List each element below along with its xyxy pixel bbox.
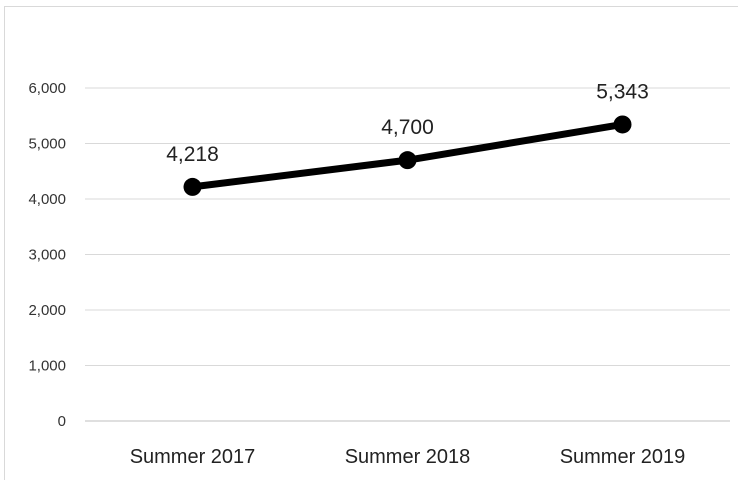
- x-category-label: Summer 2019: [560, 446, 686, 468]
- data-point: [398, 151, 417, 170]
- data-points: [183, 115, 632, 196]
- gridlines: [85, 87, 730, 422]
- y-tick-label: 3,000: [28, 247, 66, 264]
- data-label: 5,343: [596, 80, 649, 103]
- chart-frame: [4, 6, 738, 480]
- data-point: [613, 115, 632, 134]
- x-axis-category-labels: Summer 2017 Summer 2018 Summer 2019: [130, 446, 686, 468]
- data-labels: 4,218 4,700 5,343: [166, 80, 649, 165]
- y-tick-label: 0: [58, 413, 66, 430]
- data-label: 4,700: [381, 116, 434, 139]
- data-label: 4,218: [166, 143, 219, 166]
- y-tick-label: 2,000: [28, 302, 66, 319]
- y-tick-label: 4,000: [28, 191, 66, 208]
- y-tick-label: 1,000: [28, 358, 66, 375]
- x-category-label: Summer 2017: [130, 446, 256, 468]
- y-axis-tick-labels: 0 1,000 2,000 3,000 4,000 5,000 6,000: [28, 80, 66, 430]
- y-tick-label: 6,000: [28, 80, 66, 97]
- data-point: [183, 177, 202, 196]
- x-category-label: Summer 2018: [345, 446, 471, 468]
- y-tick-label: 5,000: [28, 136, 66, 153]
